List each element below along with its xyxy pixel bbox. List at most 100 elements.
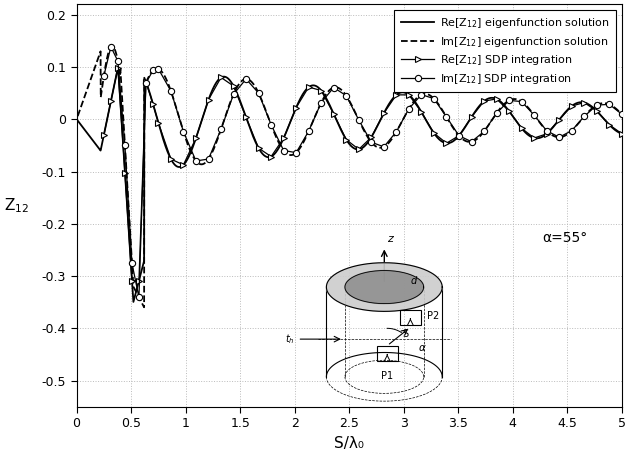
Re[Z$_{12}$] SDP integration (243, 115, 250, 120)
Re[Z$_{12}$] SDP integration (305, 84, 312, 90)
Re[Z$_{12}$] SDP integration (230, 83, 238, 89)
Re[Z$_{12}$] eigenfunction solution (136, 273, 144, 279)
Line: Re[Z$_{12}$] SDP integration: Re[Z$_{12}$] SDP integration (101, 65, 625, 284)
Im[Z$_{12}$] SDP integration (243, 76, 250, 82)
Im[Z$_{12}$] SDP integration (530, 112, 538, 118)
Im[Z$_{12}$] eigenfunction solution (108, 43, 116, 49)
Im[Z$_{12}$] SDP integration (343, 93, 350, 98)
Im[Z$_{12}$] SDP integration (230, 91, 238, 97)
Re[Z$_{12}$] SDP integration (593, 108, 600, 114)
Re[Z$_{12}$] SDP integration (518, 126, 525, 131)
Re[Z$_{12}$] eigenfunction solution (130, 299, 137, 305)
Re[Z$_{12}$] SDP integration (267, 154, 275, 159)
Re[Z$_{12}$] SDP integration (343, 137, 350, 142)
Im[Z$_{12}$] eigenfunction solution (74, 113, 81, 119)
Im[Z$_{12}$] SDP integration (405, 106, 413, 111)
Im[Z$_{12}$] SDP integration (107, 44, 115, 50)
Line: Im[Z$_{12}$] eigenfunction solution: Im[Z$_{12}$] eigenfunction solution (77, 46, 622, 307)
Re[Z$_{12}$] SDP integration (455, 133, 463, 138)
Im[Z$_{12}$] SDP integration (192, 158, 200, 164)
Im[Z$_{12}$] eigenfunction solution (307, 125, 314, 130)
Im[Z$_{12}$] eigenfunction solution (618, 111, 626, 117)
Im[Z$_{12}$] SDP integration (114, 58, 122, 64)
Bar (400, 310, 421, 325)
Re[Z$_{12}$] SDP integration (367, 135, 375, 140)
Im[Z$_{12}$] SDP integration (135, 294, 143, 300)
Re[Z$_{12}$] SDP integration (568, 103, 576, 109)
Im[Z$_{12}$] eigenfunction solution (136, 297, 144, 302)
Im[Z$_{12}$] SDP integration (505, 98, 513, 103)
Im[Z$_{12}$] SDP integration (280, 148, 287, 153)
Text: z: z (387, 233, 393, 243)
Im[Z$_{12}$] SDP integration (493, 111, 500, 116)
Im[Z$_{12}$] SDP integration (149, 68, 157, 73)
Im[Z$_{12}$] SDP integration (580, 114, 588, 119)
Re[Z$_{12}$] SDP integration (505, 108, 513, 114)
Im[Z$_{12}$] SDP integration (255, 91, 262, 96)
Im[Z$_{12}$] SDP integration (100, 73, 108, 79)
Re[Z$_{12}$] SDP integration (318, 88, 325, 93)
Im[Z$_{12}$] SDP integration (380, 144, 387, 150)
Re[Z$_{12}$] eigenfunction solution (169, 159, 176, 164)
Im[Z$_{12}$] SDP integration (593, 102, 600, 108)
Re[Z$_{12}$] eigenfunction solution (74, 118, 81, 123)
Re[Z$_{12}$] SDP integration (205, 97, 212, 102)
Re[Z$_{12}$] SDP integration (380, 111, 387, 116)
Re[Z$_{12}$] SDP integration (114, 65, 122, 71)
Im[Z$_{12}$] SDP integration (355, 117, 363, 123)
Text: $\alpha$: $\alpha$ (418, 343, 427, 353)
Re[Z$_{12}$] SDP integration (580, 100, 588, 105)
Line: Re[Z$_{12}$] eigenfunction solution: Re[Z$_{12}$] eigenfunction solution (77, 67, 622, 302)
Re[Z$_{12}$] SDP integration (217, 75, 225, 80)
Re[Z$_{12}$] eigenfunction solution (114, 65, 122, 70)
Im[Z$_{12}$] SDP integration (217, 126, 225, 132)
Im[Z$_{12}$] SDP integration (167, 88, 175, 94)
Re[Z$_{12}$] SDP integration (149, 101, 157, 106)
Re[Z$_{12}$] SDP integration (430, 131, 438, 136)
Re[Z$_{12}$] SDP integration (355, 147, 363, 152)
Re[Z$_{12}$] eigenfunction solution (283, 128, 290, 134)
Im[Z$_{12}$] SDP integration (455, 133, 463, 138)
Im[Z$_{12}$] eigenfunction solution (608, 103, 616, 108)
Im[Z$_{12}$] SDP integration (568, 128, 576, 133)
Text: P1: P1 (381, 370, 393, 380)
Im[Z$_{12}$] SDP integration (205, 157, 212, 162)
Im[Z$_{12}$] SDP integration (128, 260, 135, 266)
Im[Z$_{12}$] SDP integration (556, 135, 563, 140)
Text: α=55°: α=55° (542, 231, 587, 245)
Im[Z$_{12}$] SDP integration (367, 140, 375, 145)
Re[Z$_{12}$] SDP integration (330, 111, 338, 117)
Re[Z$_{12}$] eigenfunction solution (618, 131, 626, 136)
Im[Z$_{12}$] SDP integration (443, 114, 450, 120)
Im[Z$_{12}$] eigenfunction solution (140, 304, 148, 310)
Re[Z$_{12}$] SDP integration (467, 114, 475, 120)
Text: S: S (403, 329, 409, 339)
Im[Z$_{12}$] SDP integration (292, 150, 300, 155)
Re[Z$_{12}$] SDP integration (154, 120, 162, 126)
Im[Z$_{12}$] SDP integration (430, 96, 438, 101)
Line: Im[Z$_{12}$] SDP integration: Im[Z$_{12}$] SDP integration (101, 44, 625, 300)
Re[Z$_{12}$] SDP integration (100, 132, 108, 138)
Bar (377, 346, 398, 361)
Im[Z$_{12}$] SDP integration (318, 100, 325, 105)
Re[Z$_{12}$] SDP integration (135, 278, 143, 283)
Re[Z$_{12}$] SDP integration (530, 135, 538, 141)
Im[Z$_{12}$] eigenfunction solution (549, 133, 557, 138)
Im[Z$_{12}$] SDP integration (618, 111, 626, 117)
Polygon shape (326, 263, 442, 311)
Re[Z$_{12}$] SDP integration (418, 109, 425, 115)
X-axis label: S/λ₀: S/λ₀ (335, 436, 364, 451)
Re[Z$_{12}$] eigenfunction solution (608, 124, 616, 130)
Re[Z$_{12}$] SDP integration (255, 146, 262, 151)
Im[Z$_{12}$] SDP integration (121, 142, 129, 148)
Re[Z$_{12}$] SDP integration (107, 99, 115, 104)
Re[Z$_{12}$] SDP integration (192, 135, 200, 141)
Im[Z$_{12}$] SDP integration (467, 139, 475, 144)
Re[Z$_{12}$] SDP integration (556, 117, 563, 122)
Im[Z$_{12}$] SDP integration (267, 122, 275, 127)
Im[Z$_{12}$] SDP integration (154, 66, 162, 72)
Legend: Re[Z$_{12}$] eigenfunction solution, Im[Z$_{12}$] eigenfunction solution, Re[Z$_: Re[Z$_{12}$] eigenfunction solution, Im[… (394, 10, 616, 92)
Re[Z$_{12}$] SDP integration (142, 79, 150, 85)
Y-axis label: Z$_{12}$: Z$_{12}$ (4, 196, 29, 215)
Text: $t_h$: $t_h$ (285, 332, 295, 346)
